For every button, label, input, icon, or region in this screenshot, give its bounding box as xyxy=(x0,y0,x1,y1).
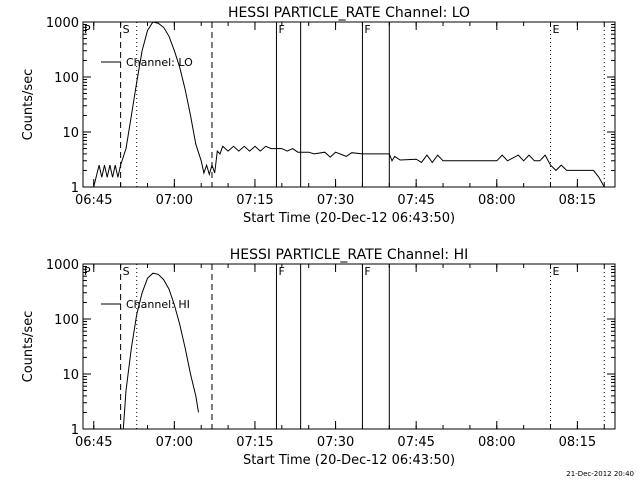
chart-title: HESSI PARTICLE_RATE Channel: LO xyxy=(228,5,470,21)
series-line xyxy=(122,272,199,430)
y-axis-label: Counts/sec xyxy=(21,311,36,383)
corner-label: P xyxy=(84,23,91,36)
y-tick-label: 10 xyxy=(62,126,79,141)
event-marker-label: F xyxy=(278,265,284,278)
event-marker-label: S xyxy=(123,265,130,278)
x-tick-label: 07:00 xyxy=(156,435,193,450)
chart-title: HESSI PARTICLE_RATE Channel: HI xyxy=(230,247,468,263)
x-tick-label: 08:00 xyxy=(478,193,515,208)
event-marker-label: S xyxy=(123,23,130,36)
y-tick-label: 1000 xyxy=(46,258,79,273)
x-tick-label: 07:00 xyxy=(156,193,193,208)
x-tick-label: 06:45 xyxy=(75,193,112,208)
x-axis-label: Start Time (20-Dec-12 06:43:50) xyxy=(243,211,455,226)
x-tick-label: 07:45 xyxy=(397,193,434,208)
legend-label: Channel: LO xyxy=(126,56,193,69)
x-tick-label: 06:45 xyxy=(75,435,112,450)
event-marker-label: F xyxy=(364,265,370,278)
plot-frame xyxy=(82,263,616,430)
x-axis-label: Start Time (20-Dec-12 06:43:50) xyxy=(243,453,455,468)
y-tick-label: 10 xyxy=(62,368,79,383)
x-tick-label: 07:15 xyxy=(236,193,273,208)
event-marker-label: E xyxy=(553,265,560,278)
x-tick-label: 08:15 xyxy=(559,193,596,208)
x-tick-label: 08:15 xyxy=(559,435,596,450)
timestamp: 21-Dec-2012 20:40 xyxy=(566,470,634,478)
x-tick-label: 07:15 xyxy=(236,435,273,450)
x-tick-label: 08:00 xyxy=(478,435,515,450)
event-marker-label: F xyxy=(364,23,370,36)
event-marker-label: F xyxy=(278,23,284,36)
x-tick-label: 07:30 xyxy=(317,435,354,450)
y-tick-label: 1 xyxy=(71,423,79,438)
y-tick-label: 100 xyxy=(54,313,79,328)
y-tick-label: 100 xyxy=(54,71,79,86)
y-tick-label: 1000 xyxy=(46,16,79,31)
x-tick-label: 07:30 xyxy=(317,193,354,208)
y-tick-label: 1 xyxy=(71,181,79,196)
legend-label: Channel: HI xyxy=(126,298,190,311)
x-tick-label: 07:45 xyxy=(397,435,434,450)
corner-label: P xyxy=(84,265,91,278)
event-marker-label: E xyxy=(553,23,560,36)
y-axis-label: Counts/sec xyxy=(21,69,36,141)
plot-frame xyxy=(82,21,616,188)
series-line xyxy=(93,21,605,188)
